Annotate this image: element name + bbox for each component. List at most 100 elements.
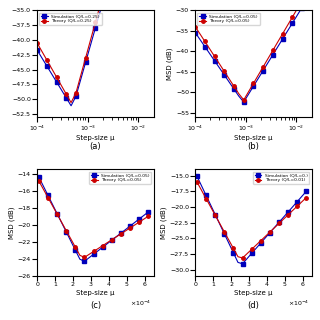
Theory (Q/L=0.05) <box>271 48 275 52</box>
Simulation (Q/L=0.05) <box>218 66 221 70</box>
Theory (Q/L=0.05) <box>285 24 289 28</box>
Simulation (Q/L=0.05) <box>37 175 41 179</box>
Theory (Q/L=0.01) <box>200 188 204 192</box>
Theory (Q/L=0.25) <box>64 92 68 96</box>
Simulation (Q/L=0.) <box>282 215 285 219</box>
Theory (Q/L=0.01) <box>250 247 253 251</box>
Theory (Q/L=0.05) <box>208 47 212 51</box>
Simulation (Q/L=0.05) <box>73 248 77 252</box>
Simulation (Q/L=0.) <box>291 205 294 209</box>
Simulation (Q/L=0.) <box>245 257 249 260</box>
Legend: Simulation (Q/L=0.25), Theory (Q/L=0.25): Simulation (Q/L=0.25), Theory (Q/L=0.25) <box>39 12 102 25</box>
Theory (Q/L=0.25) <box>79 73 83 77</box>
Simulation (Q/L=0.05) <box>193 31 197 35</box>
Simulation (Q/L=0.25) <box>55 80 59 84</box>
Simulation (Q/L=0.05) <box>60 221 64 225</box>
Theory (Q/L=0.05) <box>96 247 100 251</box>
Theory (Q/L=0.01) <box>300 200 304 204</box>
Simulation (Q/L=0.05) <box>300 6 304 10</box>
Line: Theory (Q/L=0.05): Theory (Q/L=0.05) <box>37 180 150 259</box>
Text: (d): (d) <box>247 301 260 310</box>
Simulation (Q/L=0.25) <box>35 48 39 52</box>
Simulation (Q/L=0.05) <box>276 45 280 49</box>
Simulation (Q/L=0.05) <box>271 53 275 57</box>
Theory (Q/L=0.25) <box>35 41 39 45</box>
Simulation (Q/L=0.05) <box>242 100 246 104</box>
Theory (Q/L=0.05) <box>115 235 118 239</box>
Simulation (Q/L=0.) <box>241 262 244 266</box>
Theory (Q/L=0.25) <box>89 38 92 42</box>
Theory (Q/L=0.05) <box>105 241 109 244</box>
Simulation (Q/L=0.05) <box>266 61 270 65</box>
Simulation (Q/L=0.05) <box>55 212 59 216</box>
Theory (Q/L=0.01) <box>213 213 217 217</box>
Simulation (Q/L=0.25) <box>79 77 83 81</box>
Simulation (Q/L=0.05) <box>83 260 86 263</box>
X-axis label: Step-size μ: Step-size μ <box>234 135 273 141</box>
Simulation (Q/L=0.25) <box>45 64 49 68</box>
Simulation (Q/L=0.05) <box>78 257 82 261</box>
Line: Theory (Q/L=0.25): Theory (Q/L=0.25) <box>36 0 155 104</box>
Theory (Q/L=0.25) <box>40 50 44 53</box>
Simulation (Q/L=0.) <box>268 231 272 235</box>
Theory (Q/L=0.05) <box>110 238 114 242</box>
Simulation (Q/L=0.05) <box>247 92 251 96</box>
Simulation (Q/L=0.05) <box>119 231 123 235</box>
Simulation (Q/L=0.05) <box>281 37 284 41</box>
Y-axis label: MSD (dB): MSD (dB) <box>161 206 167 239</box>
Simulation (Q/L=0.05) <box>285 29 289 33</box>
Theory (Q/L=0.25) <box>45 58 49 62</box>
Theory (Q/L=0.01) <box>227 238 231 242</box>
Theory (Q/L=0.05) <box>51 204 54 208</box>
Theory (Q/L=0.05) <box>64 229 68 233</box>
Theory (Q/L=0.05) <box>128 226 132 230</box>
Simulation (Q/L=0.05) <box>132 221 136 225</box>
Simulation (Q/L=0.05) <box>142 214 146 218</box>
Simulation (Q/L=0.) <box>250 252 253 255</box>
Theory (Q/L=0.05) <box>142 217 146 221</box>
Theory (Q/L=0.05) <box>69 237 73 241</box>
Text: (a): (a) <box>90 142 101 151</box>
Line: Simulation (Q/L=0.05): Simulation (Q/L=0.05) <box>194 0 313 104</box>
Theory (Q/L=0.05) <box>132 223 136 227</box>
Simulation (Q/L=0.05) <box>256 76 260 80</box>
Simulation (Q/L=0.) <box>227 241 231 245</box>
Simulation (Q/L=0.) <box>209 203 212 207</box>
Simulation (Q/L=0.05) <box>252 84 255 88</box>
Theory (Q/L=0.05) <box>290 15 294 19</box>
X-axis label: Step-size μ: Step-size μ <box>234 290 273 296</box>
Simulation (Q/L=0.) <box>222 232 226 236</box>
Theory (Q/L=0.25) <box>69 101 73 105</box>
Simulation (Q/L=0.25) <box>50 72 53 76</box>
Simulation (Q/L=0.) <box>200 184 204 188</box>
Simulation (Q/L=0.) <box>231 251 235 255</box>
Simulation (Q/L=0.25) <box>93 26 97 30</box>
Simulation (Q/L=0.) <box>259 241 263 245</box>
X-axis label: Step-size μ: Step-size μ <box>76 290 115 296</box>
Simulation (Q/L=0.) <box>263 236 267 240</box>
Theory (Q/L=0.05) <box>119 232 123 236</box>
Theory (Q/L=0.01) <box>195 180 199 184</box>
Theory (Q/L=0.05) <box>55 212 59 216</box>
Theory (Q/L=0.05) <box>124 229 127 233</box>
Simulation (Q/L=0.05) <box>110 238 114 242</box>
Simulation (Q/L=0.05) <box>203 45 207 49</box>
Theory (Q/L=0.05) <box>101 244 105 248</box>
Theory (Q/L=0.05) <box>92 250 95 253</box>
Theory (Q/L=0.01) <box>286 213 290 217</box>
Simulation (Q/L=0.05) <box>69 239 73 243</box>
Simulation (Q/L=0.05) <box>208 52 212 56</box>
Simulation (Q/L=0.) <box>195 174 199 178</box>
Theory (Q/L=0.01) <box>241 256 244 260</box>
Line: Theory (Q/L=0.05): Theory (Q/L=0.05) <box>194 0 313 102</box>
Theory (Q/L=0.05) <box>232 84 236 88</box>
Simulation (Q/L=0.25) <box>84 60 88 64</box>
X-axis label: Step-size μ: Step-size μ <box>76 135 115 141</box>
Simulation (Q/L=0.05) <box>128 224 132 228</box>
Simulation (Q/L=0.05) <box>237 94 241 98</box>
Theory (Q/L=0.25) <box>50 67 53 70</box>
Theory (Q/L=0.25) <box>74 91 78 95</box>
Simulation (Q/L=0.25) <box>89 43 92 47</box>
Theory (Q/L=0.05) <box>78 253 82 257</box>
Theory (Q/L=0.05) <box>46 196 50 200</box>
